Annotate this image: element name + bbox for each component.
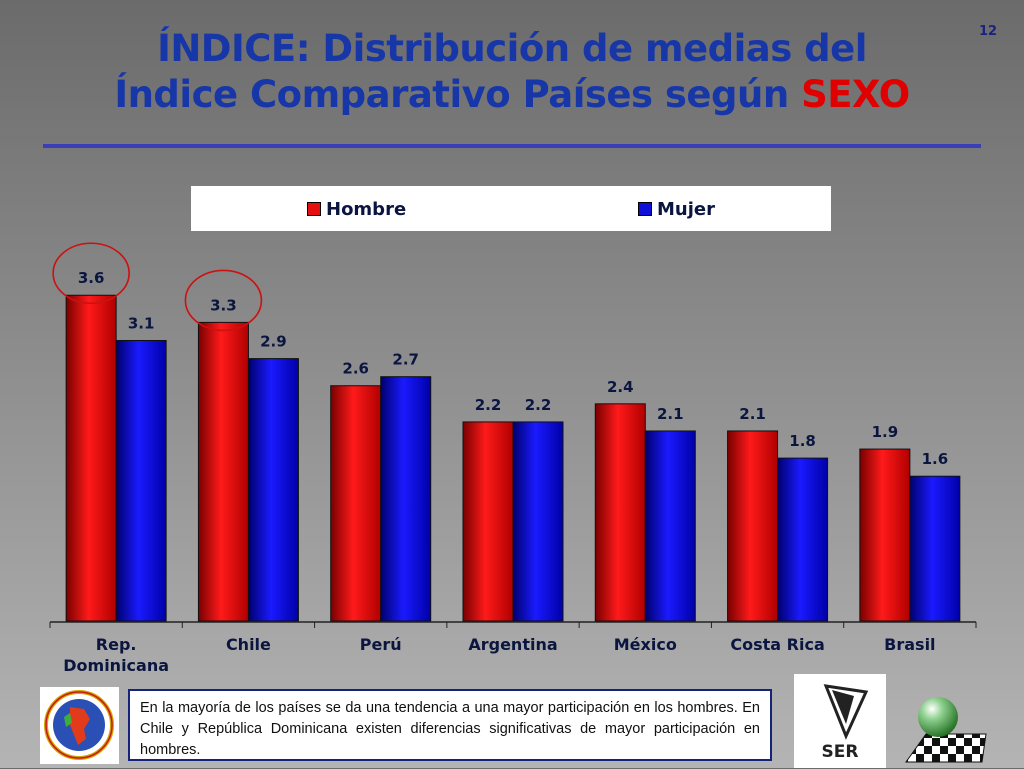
- data-label-mujer-2: 2.7: [392, 351, 419, 369]
- ser-logo: SER: [794, 674, 886, 768]
- chart-legend: Hombre Mujer: [191, 186, 831, 231]
- title-line-2: Índice Comparativo Países según SEXO: [0, 72, 1024, 118]
- title-accent: SEXO: [801, 73, 910, 116]
- data-label-hombre-0: 3.6: [78, 269, 105, 287]
- x-tick-label-0: Rep. Dominicana: [63, 635, 169, 675]
- red-interamericana-logo: [40, 687, 119, 764]
- legend-item-mujer: Mujer: [638, 199, 715, 220]
- legend-swatch-hombre: [307, 202, 321, 216]
- x-tick-label-3: Argentina: [468, 635, 557, 654]
- bar-hombre-0: [65, 294, 117, 622]
- data-label-mujer-6: 1.6: [922, 450, 949, 468]
- data-label-mujer-1: 2.9: [260, 333, 287, 351]
- bar-mujer-0: [115, 339, 167, 622]
- data-label-hombre-3: 2.2: [475, 396, 502, 414]
- x-tick-label-1: Chile: [226, 635, 271, 654]
- legend-label-mujer: Mujer: [657, 199, 715, 220]
- highlight-circle-1: [184, 269, 263, 332]
- bar-hombre-5: [727, 430, 779, 622]
- data-label-mujer-5: 1.8: [789, 432, 816, 450]
- x-tick-label-5: Costa Rica: [730, 635, 824, 654]
- page-title: ÍNDICE: Distribución de medias del Índic…: [0, 26, 1024, 118]
- legend-item-hombre: Hombre: [307, 199, 406, 220]
- bar-mujer-5: [777, 457, 829, 622]
- bar-hombre-6: [859, 448, 911, 622]
- bar-hombre-1: [197, 321, 249, 622]
- bar-hombre-2: [330, 385, 382, 622]
- title-divider: [43, 144, 981, 148]
- bar-hombre-4: [594, 403, 646, 622]
- data-label-mujer-4: 2.1: [657, 405, 684, 423]
- slide-number: 12: [978, 24, 998, 39]
- legend-swatch-mujer: [638, 202, 652, 216]
- data-label-hombre-1: 3.3: [210, 296, 237, 314]
- data-label-hombre-4: 2.4: [607, 378, 634, 396]
- bar-mujer-6: [909, 475, 961, 622]
- title-line-1: ÍNDICE: Distribución de medias del: [157, 27, 867, 70]
- data-label-hombre-5: 2.1: [739, 405, 766, 423]
- bar-mujer-3: [512, 421, 564, 622]
- x-tick-label-2: Perú: [360, 635, 402, 654]
- x-tick-label-4: México: [614, 635, 677, 654]
- sphere-chessboard-logo: [900, 690, 992, 765]
- legend-label-hombre: Hombre: [326, 199, 407, 220]
- data-label-mujer-3: 2.2: [525, 396, 552, 414]
- note-box: En la mayoría de los países se da una te…: [128, 689, 772, 761]
- bar-mujer-4: [644, 430, 696, 622]
- highlight-circle-0: [52, 242, 130, 305]
- x-tick-label-6: Brasil: [884, 635, 935, 654]
- data-label-hombre-6: 1.9: [872, 423, 899, 441]
- bar-chart: 3.6 3.1 Rep. Dominicana 3.3 2.9 Chile 2.6 2.7 Per…: [49, 242, 977, 675]
- data-label-hombre-2: 2.6: [342, 360, 369, 378]
- data-label-mujer-0: 3.1: [128, 314, 155, 332]
- bar-mujer-1: [247, 358, 299, 622]
- ser-logo-text: SER: [821, 742, 859, 762]
- bar-mujer-2: [380, 376, 432, 622]
- bar-hombre-3: [462, 421, 514, 622]
- title-line-2-main: Índice Comparativo Países según: [114, 73, 802, 116]
